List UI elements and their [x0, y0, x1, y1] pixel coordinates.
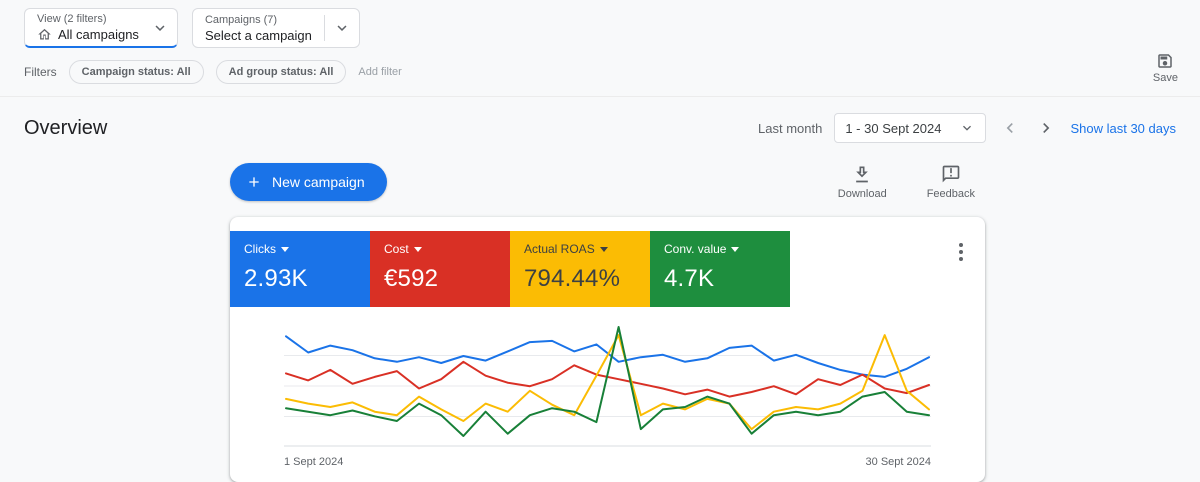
home-icon: [38, 28, 51, 40]
save-icon: [1158, 54, 1173, 68]
overview-card: Clicks 2.93K Cost €592 Actual ROAS 794.4…: [230, 217, 985, 482]
download-icon: [856, 166, 869, 183]
metric-label: Conv. value: [664, 242, 727, 256]
previous-period-button[interactable]: [998, 116, 1022, 140]
campaign-selector-label: Campaigns (7): [204, 13, 278, 26]
show-last-30-days-link[interactable]: Show last 30 days: [1070, 120, 1176, 136]
campaign-selector-value: Select a campaign: [204, 27, 312, 43]
new-campaign-label: New campaign: [272, 174, 365, 190]
chart-x-axis: 1 Sept 2024 30 Sept 2024: [284, 456, 931, 468]
chevron-down-icon: [155, 24, 165, 31]
arrow-drop-down-icon: [413, 246, 422, 252]
more-vert-icon: [959, 243, 963, 247]
view-selector[interactable]: View (2 filters) All campaigns: [24, 8, 178, 48]
date-range-selector[interactable]: 1 - 30 Sept 2024: [834, 113, 987, 143]
feedback-label: Feedback: [926, 188, 975, 200]
plus-icon: [249, 177, 259, 187]
metric-block-cost[interactable]: Cost €592: [370, 231, 510, 307]
metric-value: €592: [384, 265, 439, 292]
card-overflow-menu-button[interactable]: [953, 237, 969, 267]
filters-label: Filters: [24, 65, 57, 79]
chevron-down-icon: [337, 25, 347, 31]
feedback-button[interactable]: Feedback: [921, 163, 981, 201]
metric-label: Clicks: [244, 242, 276, 256]
arrow-drop-down-icon: [599, 246, 608, 252]
filters-bar: Filters Campaign status: All Ad group st…: [0, 48, 1200, 97]
arrow-drop-down-icon: [281, 246, 289, 252]
metric-value: 2.93K: [244, 265, 308, 292]
metric-block-conv-value[interactable]: Conv. value 4.7K: [650, 231, 790, 307]
x-axis-end-label: 30 Sept 2024: [865, 456, 931, 468]
download-label: Download: [837, 188, 887, 200]
metric-label: Cost: [384, 242, 409, 256]
next-period-button[interactable]: [1034, 116, 1058, 140]
metric-label: Actual ROAS: [524, 242, 595, 256]
ad-group-status-filter-chip[interactable]: Ad group status: All: [215, 60, 347, 84]
save-button[interactable]: Save: [1153, 52, 1178, 84]
view-selector-value: All campaigns: [58, 27, 139, 42]
metric-value: 4.7K: [664, 265, 715, 292]
chevron-down-icon: [963, 125, 972, 131]
x-axis-start-label: 1 Sept 2024: [284, 456, 344, 468]
page-title: Overview: [24, 116, 108, 139]
metric-value: 794.44%: [524, 265, 621, 292]
chevron-left-icon: [1007, 123, 1014, 133]
selector-divider: [323, 15, 325, 41]
new-campaign-button[interactable]: New campaign: [230, 163, 387, 201]
overview-chart: [284, 326, 931, 447]
view-selector-label: View (2 filters): [37, 13, 107, 25]
arrow-drop-down-icon: [731, 246, 740, 252]
date-range-value: 1 - 30 Sept 2024: [845, 120, 942, 136]
campaign-status-filter-chip[interactable]: Campaign status: All: [68, 60, 204, 84]
metric-selector-strip: Clicks 2.93K Cost €592 Actual ROAS 794.4…: [230, 231, 985, 307]
actions-row: New campaign Download Feedback: [230, 163, 985, 201]
metric-block-clicks[interactable]: Clicks 2.93K: [230, 231, 370, 307]
date-period-label: Last month: [758, 120, 823, 136]
download-button[interactable]: Download: [832, 163, 893, 201]
chevron-right-icon: [1043, 123, 1050, 133]
chart-area: [284, 325, 931, 452]
feedback-icon: [942, 165, 960, 183]
metric-block-actual-roas[interactable]: Actual ROAS 794.44%: [510, 231, 650, 307]
top-selector-bar: View (2 filters) All campaigns Campaigns…: [0, 0, 1200, 48]
campaign-selector[interactable]: Campaigns (7) Select a campaign: [191, 8, 360, 48]
save-label: Save: [1152, 72, 1178, 84]
main-content: New campaign Download Feedback Clicks 2.…: [230, 163, 985, 482]
add-filter-button[interactable]: Add filter: [358, 66, 402, 78]
page-header: Overview Last month 1 - 30 Sept 2024 Sho…: [0, 97, 1200, 157]
